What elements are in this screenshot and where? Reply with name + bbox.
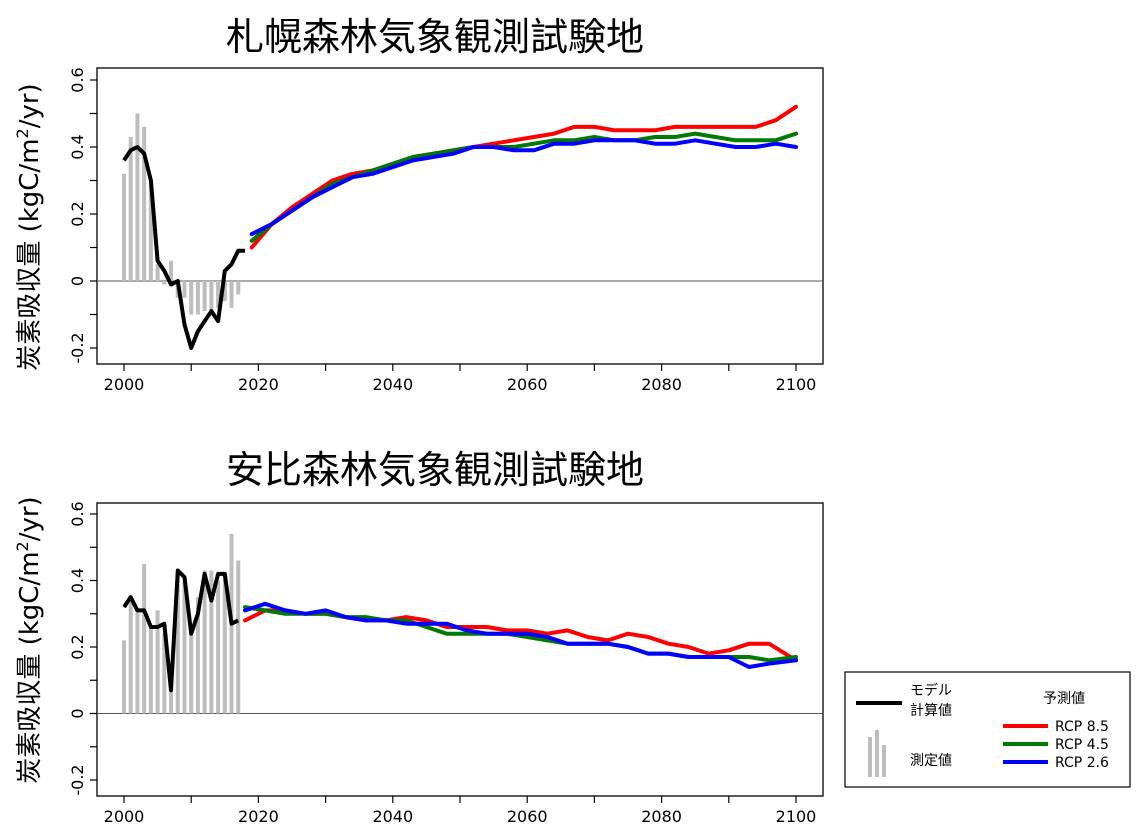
appi-measured-bar-2007	[169, 680, 174, 714]
sapporo-measured-bar-2004	[148, 180, 153, 281]
sapporo-y-tick-label-2: 0.2	[68, 201, 87, 226]
appi-measured-bar-2013	[209, 570, 214, 714]
legend-rcp85-label: RCP 8.5	[1055, 719, 1109, 735]
legend-model-label-1: モデル	[910, 682, 952, 699]
appi-x-tick-label-2100: 2100	[776, 807, 817, 826]
sapporo-measured-bar-2013	[209, 281, 214, 315]
sapporo-measured-bar-2006	[162, 281, 167, 285]
appi-series-rcp26	[243, 601, 798, 669]
appi-measured-bar-2002	[135, 610, 140, 714]
sapporo-y-tick-label-1: 0	[68, 276, 87, 286]
appi-measured-bar-2005	[155, 610, 160, 714]
appi-y-axis-label: 炭素吸収量 (kgC/m2/yr)	[13, 496, 45, 783]
appi-y-tick-label-2: 0.2	[68, 634, 87, 659]
appi-measured-bar-2000	[122, 640, 126, 714]
legend-model-label-2: 計算値	[910, 703, 952, 719]
appi-measured-bar-2012	[202, 570, 207, 714]
sapporo-measured-bar-2000	[122, 173, 126, 281]
appi-measured-bar-2001	[128, 597, 133, 714]
appi-y-tick-label-1: 0	[68, 708, 87, 718]
sapporo-x-tick-label-2000: 2000	[104, 375, 145, 394]
sapporo-series-rcp85	[249, 104, 798, 250]
sapporo-measured-bar-2002	[135, 113, 140, 281]
appi-measured-bar-2017	[236, 560, 241, 714]
sapporo-measured-bar-2001	[128, 136, 133, 281]
appi-model-line	[122, 568, 240, 693]
sapporo-measured-bar-2003	[142, 126, 147, 282]
sapporo-measured-bar-2011	[195, 281, 200, 315]
legend-rcp26-label: RCP 2.6	[1055, 755, 1109, 771]
appi-measured-bar-2006	[162, 633, 167, 714]
sapporo-measured-bar-2009	[182, 281, 187, 298]
sapporo-measured-bar-2005	[155, 264, 160, 281]
sapporo-measured-bar-2016	[229, 281, 234, 308]
sapporo-y-tick-label-4: 0.6	[68, 67, 87, 92]
appi-x-tick-label-2080: 2080	[641, 807, 682, 826]
sapporo-measured-bar-2010	[189, 281, 194, 315]
legend-measured-bar-3	[882, 745, 886, 777]
appi-measured-bar-2008	[175, 570, 180, 714]
appi-y-tick-label-3: 0.4	[68, 568, 87, 593]
sapporo-x-tick-label-2020: 2020	[238, 375, 279, 394]
sapporo-x-tick-label-2100: 2100	[776, 375, 817, 394]
sapporo-measured-bar-2014	[216, 281, 221, 308]
sapporo-measured-bar-2017	[236, 281, 241, 295]
appi-measured-bar-2014	[216, 580, 221, 714]
appi-y-tick-label-0: -0.2	[68, 764, 87, 795]
legend-measured-bar-2	[875, 730, 879, 777]
legend-measured-label: 測定値	[910, 753, 952, 769]
appi-measured-bar-2009	[182, 580, 187, 714]
sapporo-measured-bar-2015	[222, 281, 227, 302]
sapporo-x-tick-label-2060: 2060	[507, 375, 548, 394]
sapporo-x-tick-label-2080: 2080	[641, 375, 682, 394]
legend: モデル 計算値 測定値 予測値 RCP 8.5 RCP 4.5 RCP 2.6	[844, 671, 1131, 788]
appi-x-tick-label-2020: 2020	[238, 807, 279, 826]
sapporo-y-tick-label-3: 0.4	[68, 134, 87, 159]
sapporo-title: 札幌森林気象観測試験地	[226, 15, 644, 59]
appi-measured-bar-2003	[142, 563, 147, 714]
appi-x-tick-label-2060: 2060	[507, 807, 548, 826]
legend-box	[844, 671, 1131, 788]
appi-measured-bar-2010	[189, 630, 194, 714]
appi-x-tick-label-2000: 2000	[104, 807, 145, 826]
appi-y-tick-label-4: 0.6	[68, 501, 87, 526]
appi-x-tick-label-2040: 2040	[372, 807, 413, 826]
sapporo-panel: 札幌森林気象観測試験地 炭素吸収量 (kgC/m2/yr) 2000 2020 20…	[13, 15, 824, 394]
sapporo-measured-bar-2007	[169, 260, 174, 281]
legend-rcp45-label: RCP 4.5	[1055, 737, 1109, 753]
sapporo-series-rcp26	[249, 138, 798, 237]
appi-measured-bar-2004	[148, 627, 153, 714]
appi-panel: 安比森林気象観測試験地 炭素吸収量 (kgC/m2/yr) 2000 2020 20…	[13, 448, 824, 826]
sapporo-y-tick-label-0: -0.2	[68, 332, 87, 363]
legend-forecast-title: 予測値	[1043, 691, 1085, 707]
sapporo-measured-bar-2012	[202, 281, 207, 312]
legend-measured-bar-1	[868, 737, 872, 777]
sapporo-x-tick-label-2040: 2040	[372, 375, 413, 394]
sapporo-model-line	[122, 145, 245, 350]
sapporo-y-axis-label: 炭素吸収量 (kgC/m2/yr)	[13, 83, 45, 370]
appi-measured-bar-2011	[195, 597, 200, 714]
appi-measured-bar-2015	[222, 573, 227, 714]
appi-title: 安比森林気象観測試験地	[226, 448, 644, 492]
